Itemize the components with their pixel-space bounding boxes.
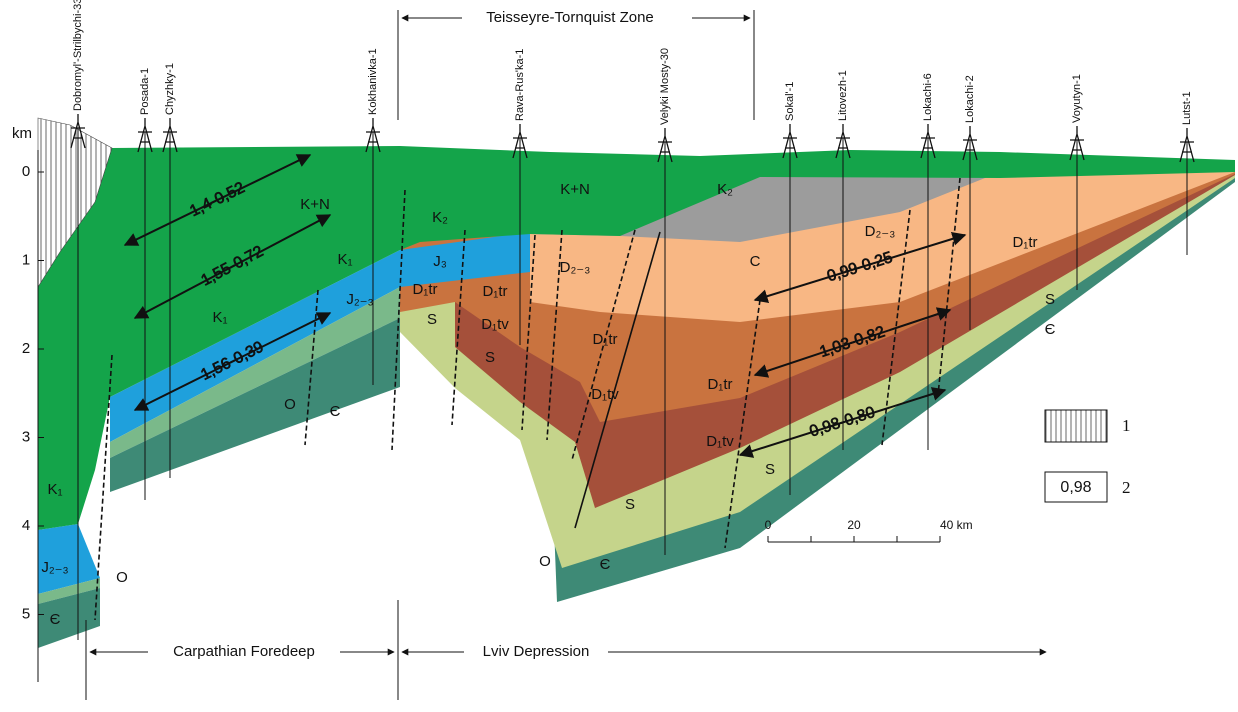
layer-j3 <box>400 232 530 287</box>
zone-label: Lviv Depression <box>483 643 590 660</box>
well-name: Rava-Rus'ka-1 <box>514 49 526 121</box>
well-name: Sokal'-1 <box>784 82 796 121</box>
rig-icon <box>782 124 798 159</box>
layer-label: J₂₋₃ <box>346 291 373 308</box>
layer-label: D₂₋₃ <box>560 259 591 276</box>
layer-label: D₁tr <box>482 283 507 300</box>
layer-label: S <box>427 311 437 328</box>
layer-label: S <box>625 496 635 513</box>
depth-label: 4 <box>22 517 30 534</box>
well-name: Litovezh-1 <box>837 70 849 121</box>
layer-label: Є <box>600 556 611 573</box>
legend-label: 1 <box>1122 416 1131 435</box>
layer-label: J₂₋₃ <box>41 559 68 576</box>
legend-label: 2 <box>1122 478 1131 497</box>
ratio-arrow <box>753 307 952 378</box>
layer-label: D₁tv <box>481 316 509 333</box>
layer-label: D₁tv <box>706 433 734 450</box>
depth-label: 5 <box>22 605 30 622</box>
frame <box>37 10 1108 700</box>
ratio-arrow <box>738 387 947 458</box>
depth-label: 3 <box>22 428 30 445</box>
rig-icon <box>70 114 86 149</box>
layer-label: Є <box>50 611 61 628</box>
well-name: Posada-1 <box>139 68 151 115</box>
rig-icon <box>962 126 978 161</box>
well-name: Velyki Mosty-30 <box>659 48 671 125</box>
legend-box-2 <box>1044 471 1108 503</box>
fault <box>937 177 961 396</box>
rig-icon <box>512 124 528 159</box>
layer-label: O <box>539 553 551 570</box>
layer-label: S <box>485 349 495 366</box>
layer-label: D₁tr <box>707 376 732 393</box>
well-name: Kokhanivka-1 <box>367 48 379 115</box>
depth-label: 2 <box>22 340 30 357</box>
scale-label: 40 km <box>940 518 973 532</box>
layer-label: K₂ <box>432 209 448 226</box>
layer-label: Є <box>1045 321 1056 338</box>
depth-label: 1 <box>22 251 30 268</box>
fault <box>546 229 563 441</box>
rig-icon <box>365 118 381 153</box>
well-name: Dobromyl'-Strilbychi-33 <box>72 0 84 111</box>
layer-k <box>38 146 1235 530</box>
layer-label: D₁tr <box>412 281 437 298</box>
layer-label: D₁tv <box>591 386 619 403</box>
rig-icon <box>835 124 851 159</box>
layer-label: K₂ <box>717 181 733 198</box>
layer-label: C <box>750 253 761 270</box>
layer-label: O <box>284 396 296 413</box>
layer-label: K₁ <box>212 309 227 326</box>
rig-icon <box>1069 126 1085 161</box>
layer-label: O <box>116 569 128 586</box>
ratio-arrow <box>133 312 332 411</box>
well-name: Lokachi-6 <box>922 73 934 121</box>
layer-label: D₁tr <box>592 331 617 348</box>
layer-label: J₃ <box>433 253 447 270</box>
layer-label: S <box>1045 291 1055 308</box>
layer-cambrian-left <box>38 588 100 648</box>
layer-label: K₁ <box>47 481 62 498</box>
rig-icon <box>920 124 936 159</box>
ratio-arrow <box>753 232 967 303</box>
axis-unit: km <box>12 125 32 142</box>
depth-label: 0 <box>22 163 30 180</box>
fault <box>521 234 536 431</box>
layer-label: K+N <box>560 181 590 198</box>
layer-label: D₂₋₃ <box>865 223 896 240</box>
layer-label: Є <box>330 403 341 420</box>
fault <box>94 354 113 621</box>
layer-j-left <box>38 524 100 594</box>
scale-label: 20 <box>847 518 861 532</box>
legend-box-1 <box>1044 409 1108 443</box>
layer-label: K₁ <box>337 251 352 268</box>
well-name: Chyzhky-1 <box>164 63 176 115</box>
fault <box>391 189 406 451</box>
zone-label: Carpathian Foredeep <box>173 643 315 660</box>
zone-label: Teisseyre-Tornquist Zone <box>486 9 654 26</box>
layer-label: D₁tr <box>1012 234 1037 251</box>
well-name: Lutst-1 <box>1181 91 1193 125</box>
rig-icon <box>657 128 673 163</box>
legend-sample: 0,98 <box>1060 479 1091 496</box>
well-name: Voyutyn-1 <box>1071 74 1083 123</box>
rig-icon <box>137 118 153 153</box>
rig-icon <box>1179 128 1195 163</box>
fault-main <box>574 231 661 529</box>
fault <box>451 229 466 426</box>
rig-icon <box>162 118 178 153</box>
layer-label: S <box>765 461 775 478</box>
layer-o-left <box>38 578 100 604</box>
well-name: Lokachi-2 <box>964 75 976 123</box>
ratio-arrow <box>133 214 332 319</box>
scale-label: 0 <box>765 518 772 532</box>
layer-label: K+N <box>300 196 330 213</box>
